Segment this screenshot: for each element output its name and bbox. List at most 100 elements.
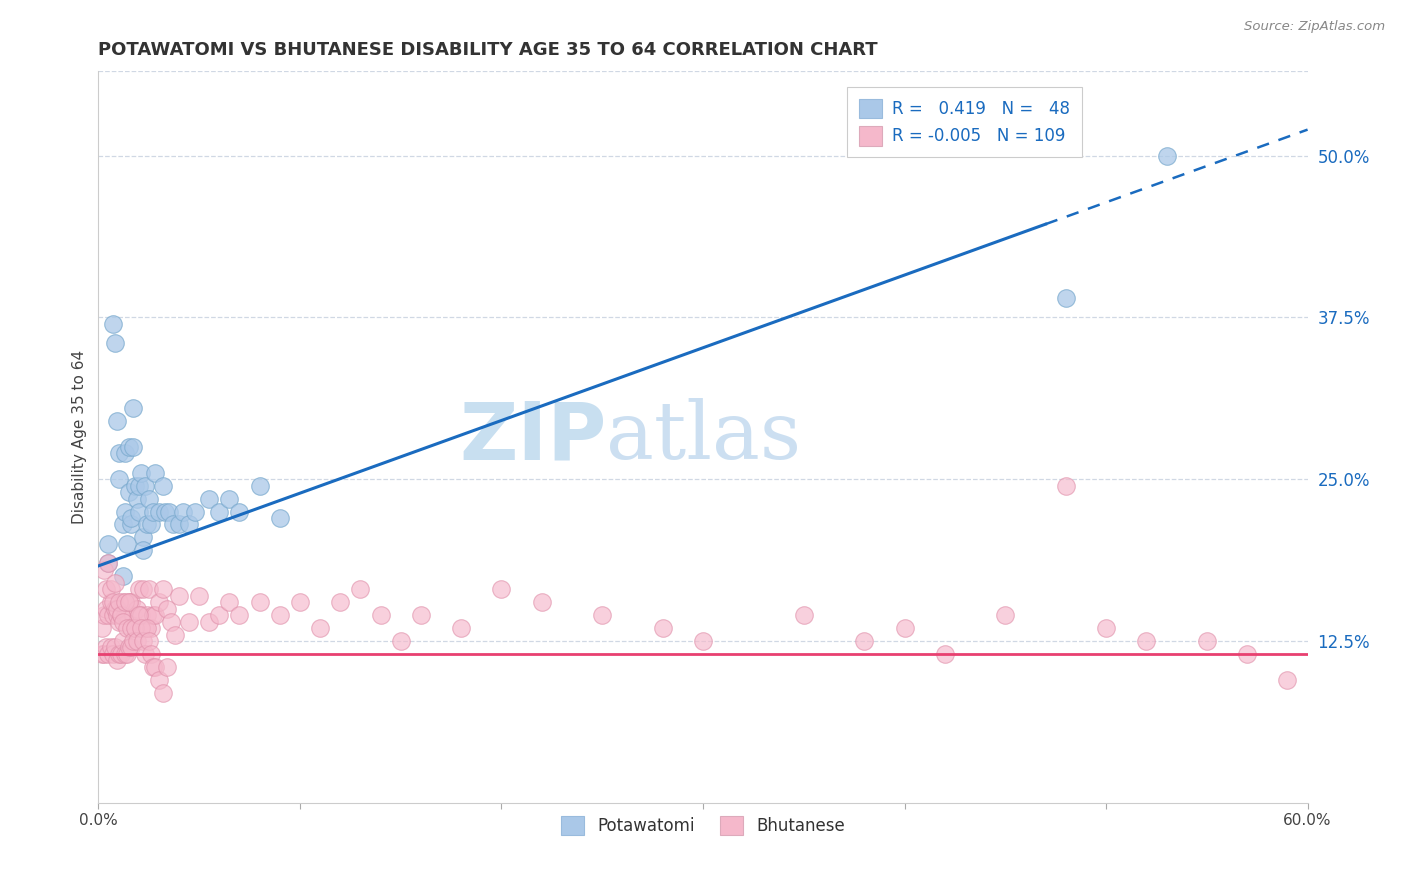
Text: atlas: atlas [606, 398, 801, 476]
Point [129, 608, 152, 623]
Point [97, 608, 120, 623]
Point [134, 621, 156, 635]
Point [96, 640, 118, 655]
Point [138, 634, 160, 648]
Point [129, 621, 152, 635]
Point [93, 608, 115, 623]
Point [107, 615, 129, 629]
Point [142, 660, 165, 674]
Point [135, 608, 157, 623]
Point [162, 517, 184, 532]
Point [188, 589, 211, 603]
Point [156, 601, 179, 615]
Point [1054, 478, 1077, 492]
Point [409, 608, 432, 623]
Point [107, 647, 129, 661]
Point [120, 640, 142, 655]
Point [121, 440, 143, 454]
Point [107, 595, 129, 609]
Point [115, 647, 138, 661]
Point [128, 582, 150, 597]
Point [103, 601, 125, 615]
Point [153, 504, 176, 518]
Point [143, 608, 166, 623]
Point [100, 595, 122, 609]
Point [148, 504, 170, 518]
Point [269, 511, 291, 525]
Text: Source: ZipAtlas.com: Source: ZipAtlas.com [1244, 20, 1385, 33]
Point [103, 575, 125, 590]
Point [152, 478, 174, 492]
Point [128, 608, 150, 623]
Point [1195, 634, 1218, 648]
Point [93, 563, 115, 577]
Point [100, 582, 122, 597]
Point [105, 653, 128, 667]
Point [124, 478, 146, 492]
Point [124, 621, 146, 635]
Point [120, 517, 142, 532]
Point [228, 504, 250, 518]
Point [121, 401, 143, 415]
Point [143, 660, 166, 674]
Point [114, 608, 136, 623]
Point [389, 634, 412, 648]
Point [218, 595, 240, 609]
Point [91, 647, 114, 661]
Point [121, 634, 143, 648]
Point [1277, 673, 1299, 687]
Point [118, 595, 141, 609]
Point [118, 440, 141, 454]
Point [111, 569, 134, 583]
Point [148, 595, 170, 609]
Point [198, 491, 221, 506]
Point [134, 647, 156, 661]
Point [110, 608, 132, 623]
Point [651, 621, 673, 635]
Point [111, 517, 134, 532]
Point [105, 414, 128, 428]
Point [132, 634, 155, 648]
Point [184, 504, 207, 518]
Point [591, 608, 613, 623]
Point [107, 446, 129, 460]
Point [105, 601, 128, 615]
Point [198, 615, 221, 629]
Point [125, 634, 148, 648]
Point [103, 640, 125, 655]
Point [1236, 647, 1258, 661]
Point [139, 647, 162, 661]
Point [118, 485, 141, 500]
Point [115, 608, 138, 623]
Point [96, 582, 118, 597]
Point [249, 478, 271, 492]
Point [132, 543, 155, 558]
Point [120, 621, 142, 635]
Point [249, 595, 271, 609]
Point [152, 686, 174, 700]
Point [370, 608, 392, 623]
Point [218, 491, 240, 506]
Point [135, 621, 157, 635]
Point [110, 608, 132, 623]
Point [152, 582, 174, 597]
Point [91, 621, 114, 635]
Point [853, 634, 876, 648]
Point [101, 647, 124, 661]
Point [142, 504, 165, 518]
Point [142, 608, 165, 623]
Point [163, 627, 186, 641]
Point [309, 621, 332, 635]
Point [269, 608, 291, 623]
Point [179, 615, 201, 629]
Point [110, 647, 132, 661]
Point [148, 673, 170, 687]
Point [167, 589, 190, 603]
Point [172, 504, 194, 518]
Point [138, 582, 160, 597]
Point [491, 582, 513, 597]
Point [125, 491, 148, 506]
Point [1054, 291, 1077, 305]
Point [1156, 148, 1178, 162]
Point [132, 582, 155, 597]
